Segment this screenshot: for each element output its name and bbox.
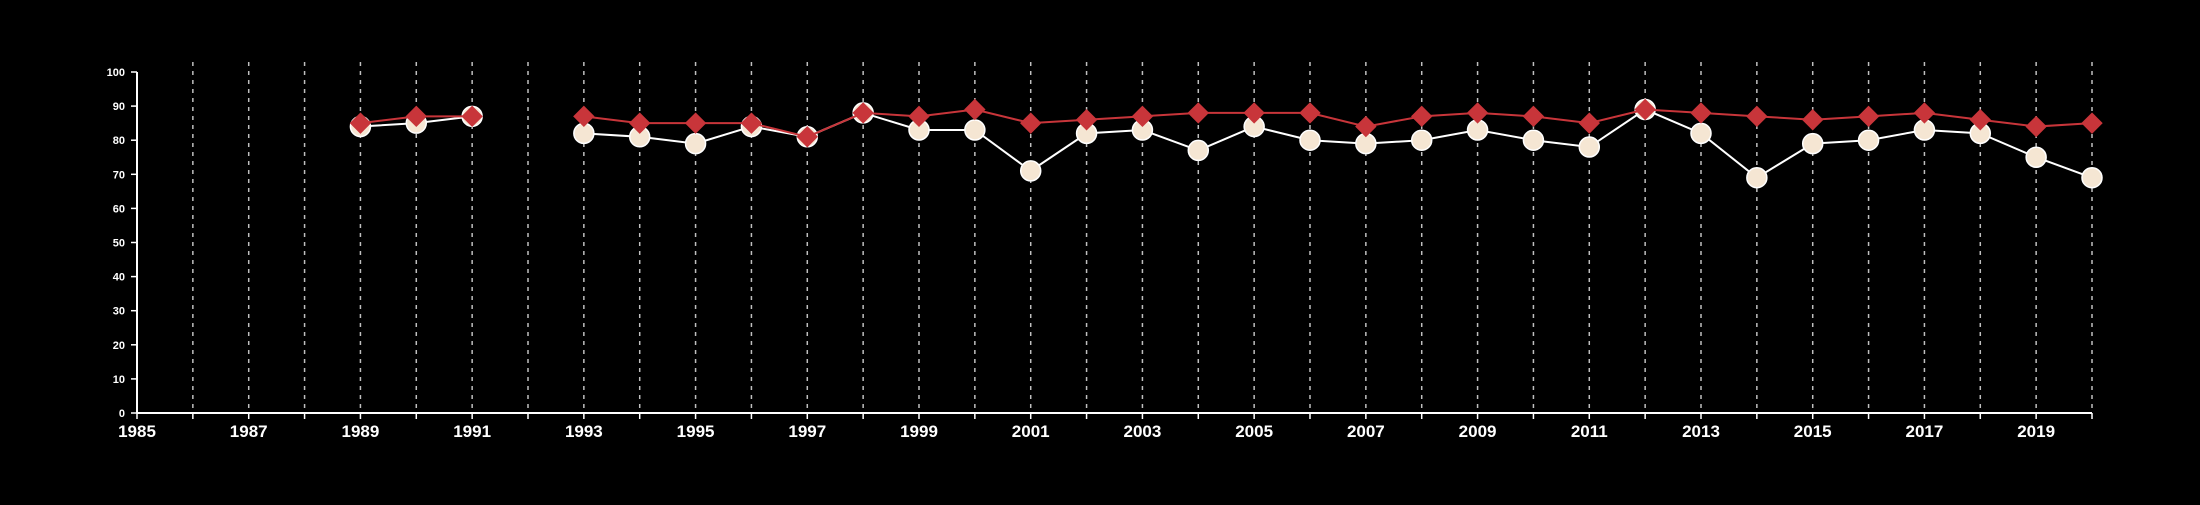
- diamond-point-2003: [1131, 105, 1154, 128]
- y-tick-label: 50: [113, 238, 125, 250]
- diamond-point-2001: [1020, 112, 1042, 134]
- circle-point-2001: [1019, 160, 1042, 182]
- diamond-point-2007: [1355, 115, 1377, 138]
- x-tick-label: 2005: [1235, 422, 1273, 441]
- x-tick-label: 1997: [788, 422, 826, 441]
- diamond-point-1993: [573, 105, 595, 128]
- diamond-point-1995: [684, 112, 707, 134]
- y-tick-label: 30: [113, 306, 125, 318]
- diamond-point-2018: [1969, 109, 1991, 131]
- diamond-point-2000: [964, 98, 986, 121]
- y-tick-label: 40: [113, 272, 125, 284]
- diamond-point-2009: [1466, 102, 1489, 124]
- diamond-point-2004: [1187, 102, 1209, 124]
- circle-point-2000: [964, 119, 986, 141]
- circle-point-2010: [1522, 129, 1545, 151]
- y-tick-label: 80: [113, 135, 125, 147]
- tick-layer: 1985 1987 1989 1991 1993 1995 1997 1999 2001 2003…: [107, 67, 2093, 441]
- x-tick-label: 1987: [230, 422, 268, 441]
- diamond-point-2014: [1746, 105, 1768, 128]
- circle-point-2015: [1801, 132, 1824, 155]
- circle-point-2011: [1578, 136, 1601, 158]
- x-tick-label: 1989: [342, 422, 380, 441]
- x-tick-label: 2003: [1124, 422, 1162, 441]
- diamond-point-2012: [1634, 98, 1656, 121]
- series-line-diamond: [583, 108, 2093, 138]
- x-tick-label: 1995: [677, 422, 715, 441]
- diamond-point-1994: [629, 112, 651, 134]
- circle-point-2008: [1410, 129, 1433, 151]
- diamond-point-1989: [349, 112, 372, 134]
- diamond-point-2019: [2025, 115, 2047, 138]
- x-tick-label: 2009: [1459, 422, 1497, 441]
- diamond-point-2005: [1243, 102, 1265, 124]
- circle-point-2006: [1299, 129, 1321, 151]
- series-diamond: [349, 98, 2103, 148]
- circle-point-2016: [1857, 129, 1880, 151]
- diamond-point-2010: [1522, 105, 1545, 128]
- diamond-point-2020: [2081, 112, 2103, 134]
- circle-point-2014: [1746, 166, 1768, 189]
- y-tick-label: 10: [113, 374, 125, 386]
- y-tick-label: 90: [113, 101, 125, 113]
- x-tick-label: 1999: [900, 422, 938, 441]
- diamond-point-1999: [908, 105, 930, 128]
- x-tick-label: 2001: [1012, 422, 1050, 441]
- axis-layer: [136, 72, 2092, 414]
- x-tick-label: 2011: [1571, 422, 1608, 441]
- x-tick-label: 2007: [1347, 422, 1385, 441]
- y-tick-label: 60: [113, 203, 125, 215]
- y-tick-label: 0: [119, 408, 125, 420]
- y-tick-label: 100: [107, 67, 125, 79]
- diamond-point-2016: [1857, 105, 1880, 128]
- x-tick-label: 1991: [453, 422, 491, 441]
- diamond-point-1991: [461, 105, 483, 128]
- circle-point-2020: [2081, 166, 2103, 189]
- diamond-point-1990: [405, 105, 427, 128]
- diamond-point-2006: [1299, 102, 1321, 124]
- x-tick-label: 1985: [118, 422, 156, 441]
- x-tick-label: 2013: [1682, 422, 1720, 441]
- diamond-point-2013: [1690, 102, 1712, 124]
- diamond-point-1998: [852, 102, 874, 124]
- diamond-point-2008: [1411, 105, 1433, 128]
- diamond-point-1996: [740, 112, 763, 134]
- diamond-point-2017: [1913, 102, 1936, 124]
- circle-point-2013: [1690, 122, 1712, 145]
- x-tick-label: 1993: [565, 422, 603, 441]
- x-tick-label: 2015: [1794, 422, 1832, 441]
- x-tick-label: 2019: [2017, 422, 2055, 441]
- diamond-point-1997: [796, 126, 818, 148]
- circle-point-2004: [1187, 139, 1210, 162]
- circle-point-1995: [684, 132, 707, 155]
- y-tick-label: 20: [113, 340, 125, 352]
- series-layer: [349, 98, 2103, 189]
- diamond-point-2015: [1802, 109, 1824, 131]
- circle-point-2019: [2025, 146, 2047, 168]
- x-tick-label: 2017: [1906, 422, 1944, 441]
- diamond-point-2002: [1075, 109, 1098, 131]
- diamond-point-2011: [1578, 112, 1600, 134]
- y-tick-label: 70: [113, 169, 125, 181]
